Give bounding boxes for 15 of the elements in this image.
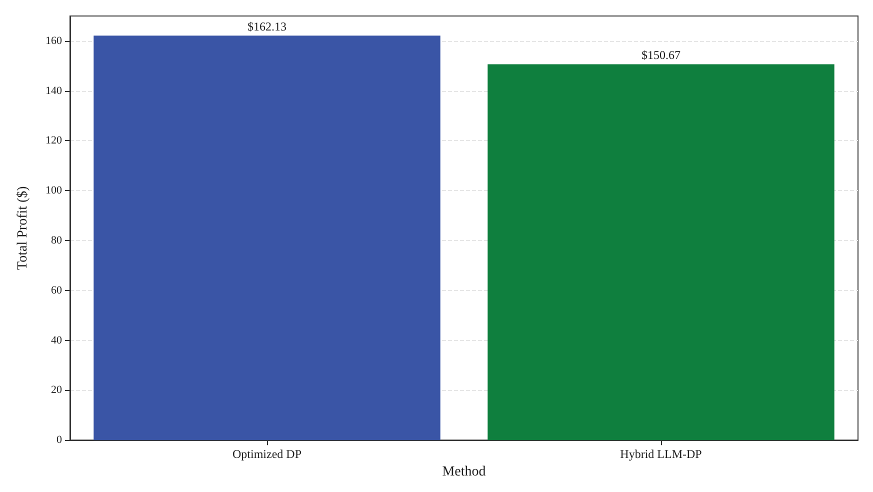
data-label: $162.13 [248, 20, 286, 34]
y-tick-label: 140 [46, 84, 62, 97]
x-tick-label: Optimized DP [232, 447, 302, 462]
y-tick-label: 100 [46, 184, 62, 197]
data-label: $150.67 [642, 48, 680, 62]
y-tick-label: 160 [46, 34, 62, 47]
x-axis-title: Method [442, 464, 486, 480]
y-tick-label: 40 [51, 334, 62, 346]
y-tick-label: 80 [51, 234, 62, 247]
y-tick-label: 0 [56, 434, 62, 446]
y-tick-label: 20 [51, 384, 62, 396]
y-axis-title: Total Profit ($) [16, 186, 30, 270]
y-tick-label: 60 [51, 284, 62, 296]
y-tick-label: 120 [46, 134, 62, 147]
x-tick-label: Hybrid LLM-DP [620, 447, 702, 462]
